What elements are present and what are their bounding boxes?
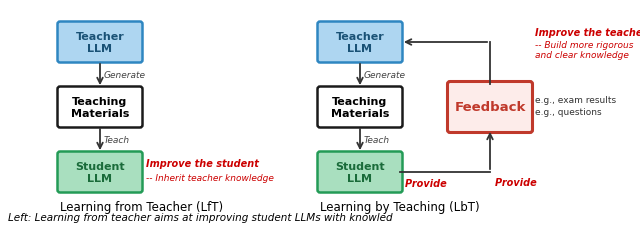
Text: Teaching
Materials: Teaching Materials: [71, 97, 129, 118]
FancyBboxPatch shape: [447, 82, 532, 133]
Text: Teacher
LLM: Teacher LLM: [76, 32, 124, 54]
Text: Provide: Provide: [405, 178, 450, 188]
Text: Feedback: Feedback: [454, 101, 525, 114]
Text: e.g., questions: e.g., questions: [535, 108, 602, 117]
Text: and clear knowledge: and clear knowledge: [535, 51, 629, 60]
FancyBboxPatch shape: [58, 87, 143, 128]
Text: Teacher
LLM: Teacher LLM: [335, 32, 385, 54]
Text: -- Build more rigorous: -- Build more rigorous: [535, 40, 634, 49]
Text: Teaching
Materials: Teaching Materials: [331, 97, 389, 118]
Text: Generate: Generate: [104, 71, 146, 80]
Text: Teach: Teach: [364, 135, 390, 144]
Text: Generate: Generate: [364, 71, 406, 80]
FancyBboxPatch shape: [317, 22, 403, 63]
Text: Improve the student: Improve the student: [146, 158, 259, 168]
FancyBboxPatch shape: [58, 22, 143, 63]
FancyBboxPatch shape: [317, 87, 403, 128]
Text: Student
LLM: Student LLM: [75, 162, 125, 183]
Text: Learning from Teacher (LfT): Learning from Teacher (LfT): [60, 201, 223, 214]
Text: e.g., exam results: e.g., exam results: [535, 96, 616, 105]
Text: Teach: Teach: [104, 135, 130, 144]
FancyBboxPatch shape: [58, 152, 143, 193]
Text: Student
LLM: Student LLM: [335, 162, 385, 183]
Text: Provide: Provide: [495, 177, 540, 187]
Text: -- Inherit teacher knowledge: -- Inherit teacher knowledge: [146, 174, 274, 183]
Text: Learning by Teaching (LbT): Learning by Teaching (LbT): [320, 201, 479, 214]
Text: Improve the teacher: Improve the teacher: [535, 28, 640, 38]
Text: Left: Learning from teacher aims at improving student LLMs with knowled: Left: Learning from teacher aims at impr…: [8, 212, 392, 222]
FancyBboxPatch shape: [317, 152, 403, 193]
